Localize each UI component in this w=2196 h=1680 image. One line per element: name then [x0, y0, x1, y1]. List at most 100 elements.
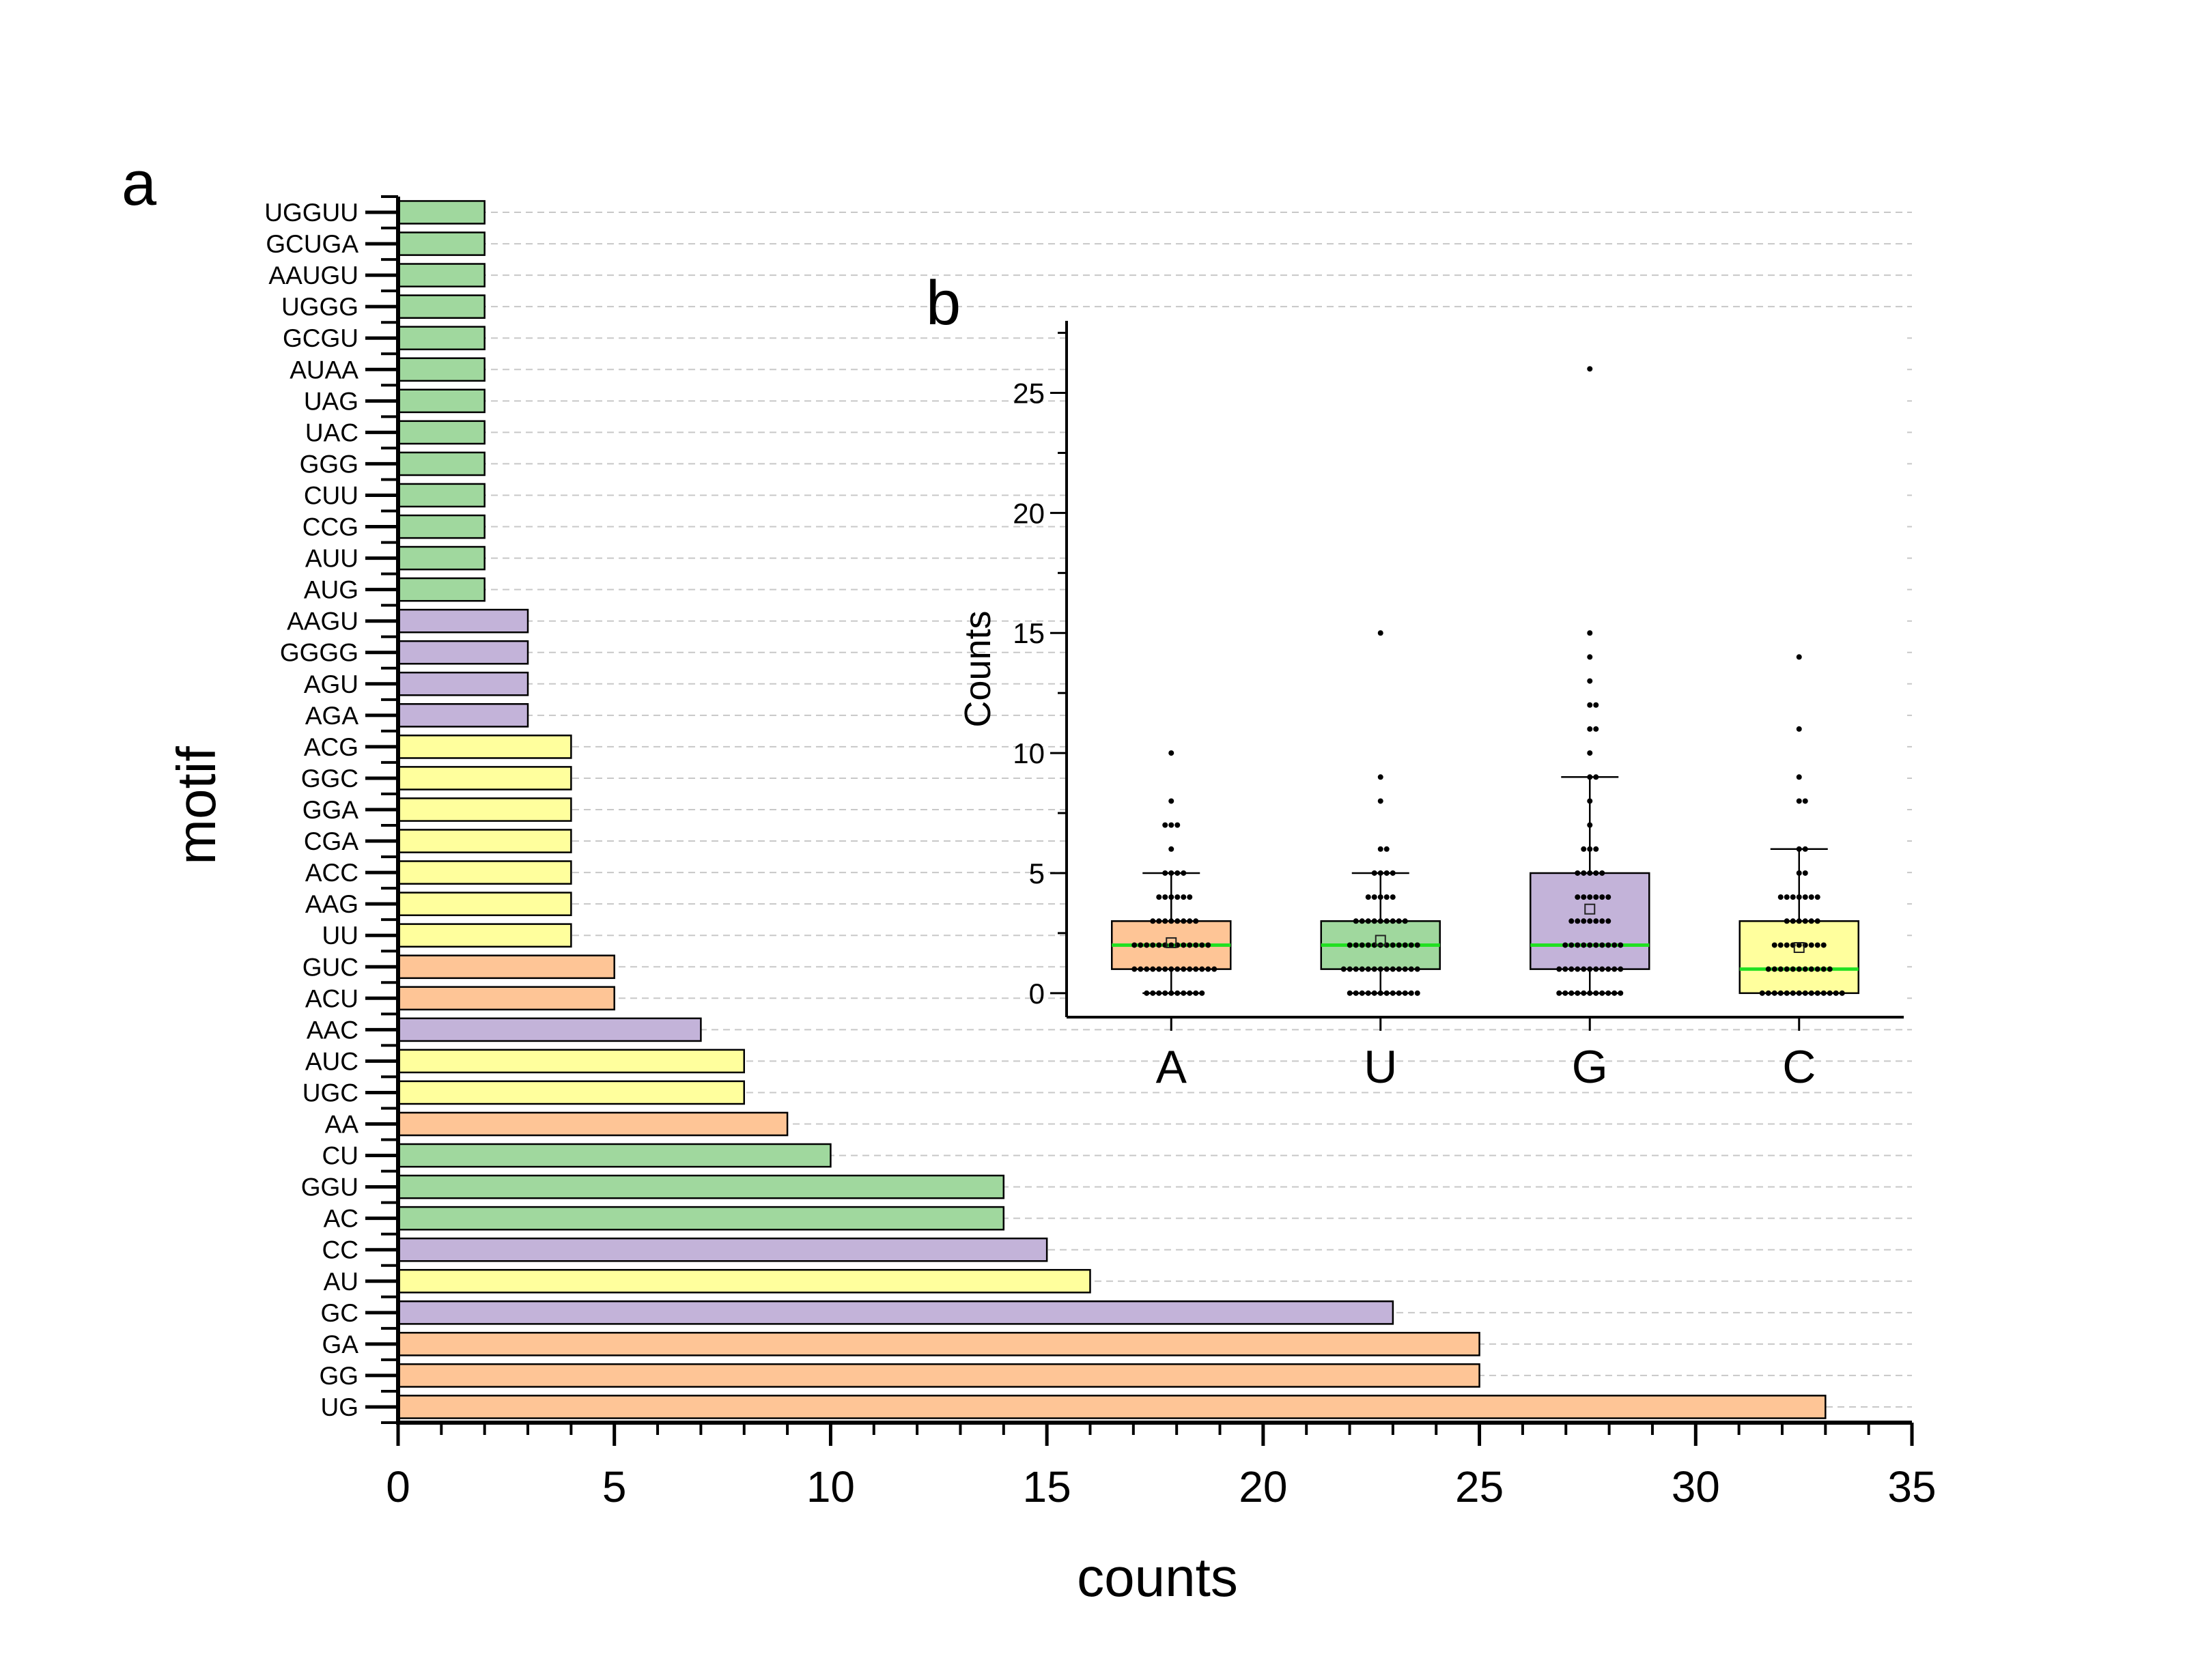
data-point — [1568, 990, 1575, 996]
bar-acu — [397, 986, 615, 1011]
data-point — [1759, 990, 1765, 996]
data-point — [1156, 894, 1162, 900]
data-point — [1796, 966, 1802, 972]
data-point — [1181, 990, 1187, 996]
data-point — [1599, 942, 1605, 948]
box-x-tick-label: G — [1572, 1041, 1608, 1093]
data-point — [1587, 774, 1593, 780]
data-point — [1802, 894, 1808, 900]
data-point — [1365, 918, 1371, 924]
data-point — [1150, 918, 1156, 924]
box-c — [1738, 920, 1859, 995]
data-point — [1587, 798, 1593, 804]
data-point — [1587, 894, 1593, 900]
data-point — [1605, 942, 1611, 948]
y-tick-label: CCG — [302, 513, 358, 541]
data-point — [1174, 894, 1181, 900]
data-point — [1353, 990, 1359, 996]
y-tick-label: GGU — [301, 1173, 358, 1201]
data-point — [1796, 774, 1802, 780]
data-point — [1587, 846, 1593, 852]
data-point — [1181, 966, 1187, 972]
box-y-tick-label: 15 — [1013, 617, 1045, 649]
data-point — [1593, 918, 1599, 924]
x-tick-label: 10 — [806, 1462, 855, 1511]
data-point — [1796, 654, 1802, 660]
bar-ga — [397, 1332, 1480, 1356]
box-plot-boxes — [1111, 366, 1859, 996]
data-point — [1587, 942, 1593, 948]
data-point — [1383, 990, 1390, 996]
x-tick-label: 20 — [1239, 1462, 1287, 1511]
bar-ug — [397, 1395, 1827, 1419]
data-point — [1408, 966, 1414, 972]
data-point — [1138, 966, 1144, 972]
bar-gga — [397, 797, 572, 822]
data-point — [1347, 942, 1353, 948]
y-tick-label: AC — [324, 1205, 358, 1233]
data-point — [1777, 942, 1784, 948]
bar-aug — [397, 577, 485, 602]
data-point — [1771, 966, 1777, 972]
data-point — [1377, 870, 1383, 876]
box-x-tick-label: U — [1364, 1041, 1397, 1093]
panel-label-a: a — [122, 149, 157, 218]
data-point — [1802, 966, 1808, 972]
y-tick-label: CGA — [304, 827, 359, 855]
data-point — [1359, 966, 1365, 972]
data-point — [1581, 870, 1587, 876]
data-point — [1168, 894, 1174, 900]
data-point — [1808, 918, 1814, 924]
data-point — [1347, 966, 1353, 972]
y-tick-label: GA — [322, 1330, 359, 1358]
y-tick-label: ACG — [304, 733, 358, 761]
data-point — [1605, 966, 1611, 972]
y-tick-label: GGC — [301, 765, 358, 793]
data-point — [1162, 822, 1168, 828]
bar-gg — [397, 1363, 1480, 1388]
data-point — [1181, 942, 1187, 948]
data-point — [1611, 990, 1618, 996]
data-point — [1353, 942, 1359, 948]
data-point — [1340, 966, 1347, 972]
y-tick-label: UGC — [302, 1079, 358, 1107]
bar-ugguu — [397, 200, 485, 225]
data-point — [1383, 846, 1390, 852]
bar-ggc — [397, 766, 572, 791]
data-point — [1144, 966, 1150, 972]
data-point — [1599, 894, 1605, 900]
data-point — [1568, 966, 1575, 972]
data-point — [1784, 894, 1790, 900]
mean-marker — [1793, 942, 1805, 953]
data-point — [1581, 894, 1587, 900]
y-tick-label: AU — [324, 1268, 358, 1296]
data-point — [1593, 726, 1599, 732]
y-tick-label: AUU — [305, 545, 358, 573]
data-point — [1802, 918, 1808, 924]
data-point — [1575, 990, 1581, 996]
data-point — [1605, 990, 1611, 996]
data-point — [1131, 966, 1138, 972]
data-point — [1808, 990, 1814, 996]
data-point — [1174, 870, 1181, 876]
data-point — [1587, 366, 1593, 372]
data-point — [1150, 966, 1156, 972]
data-point — [1414, 942, 1420, 948]
bar-au — [397, 1268, 1091, 1294]
data-point — [1365, 990, 1371, 996]
y-tick-label: GC — [321, 1299, 359, 1327]
data-point — [1581, 990, 1587, 996]
data-point — [1587, 822, 1593, 828]
data-point — [1790, 918, 1796, 924]
data-point — [1402, 966, 1408, 972]
data-point — [1593, 774, 1599, 780]
data-point — [1377, 774, 1383, 780]
y-tick-label: AAGU — [287, 608, 358, 636]
data-point — [1174, 966, 1181, 972]
y-tick-label: AA — [325, 1111, 359, 1139]
data-point — [1562, 942, 1568, 948]
data-point — [1814, 942, 1820, 948]
data-point — [1587, 726, 1593, 732]
data-point — [1593, 894, 1599, 900]
data-point — [1211, 966, 1217, 972]
